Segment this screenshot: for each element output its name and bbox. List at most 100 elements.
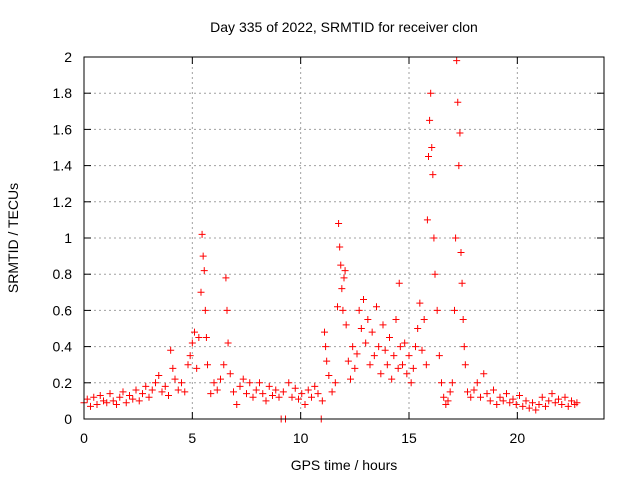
data-point: [243, 390, 250, 398]
data-point: [135, 397, 143, 405]
data-point: [349, 343, 357, 351]
data-point: [155, 372, 163, 380]
data-point: [198, 230, 206, 238]
data-point: [213, 386, 221, 394]
y-tick-label: 0.6: [53, 302, 73, 318]
data-point: [202, 334, 210, 342]
data-point: [233, 401, 241, 409]
y-tick-label: 2: [64, 49, 72, 65]
data-point: [362, 339, 370, 347]
data-point: [210, 379, 218, 387]
data-point: [499, 397, 507, 405]
data-point: [152, 379, 159, 387]
data-point: [407, 379, 415, 387]
data-point: [169, 364, 177, 372]
data-point: [429, 171, 437, 179]
x-tick-label: 10: [293, 430, 309, 446]
y-tick-labels: 0 0.2 0.4 0.6 0.8 1 1.2 1.4 1.6 1.8 2: [53, 49, 73, 427]
data-points: [80, 57, 581, 423]
data-point: [448, 379, 456, 387]
data-point: [392, 315, 400, 323]
y-axis-label: SRMTID / TECUs: [5, 183, 21, 293]
data-point: [353, 350, 361, 358]
data-point: [265, 382, 273, 390]
data-point: [337, 261, 345, 269]
data-point: [461, 361, 469, 369]
data-point: [148, 386, 156, 394]
data-point: [224, 339, 232, 347]
data-point: [220, 361, 228, 369]
data-point: [288, 393, 296, 401]
data-point: [386, 334, 393, 342]
data-point: [103, 399, 111, 407]
data-point: [464, 388, 471, 396]
data-point: [161, 382, 169, 390]
data-point: [342, 321, 350, 329]
data-point: [331, 379, 339, 387]
data-point: [291, 384, 299, 392]
data-point: [561, 393, 569, 401]
data-point: [401, 339, 409, 347]
data-point: [322, 343, 330, 351]
data-point: [409, 364, 417, 372]
data-point: [516, 391, 523, 399]
data-point: [399, 361, 406, 369]
data-point: [116, 393, 124, 401]
data-point: [181, 388, 189, 396]
data-point: [311, 382, 319, 390]
data-point: [167, 346, 175, 354]
data-point: [548, 390, 556, 398]
data-point: [486, 397, 494, 405]
data-point: [555, 395, 562, 403]
data-point: [295, 395, 302, 403]
data-point: [512, 401, 520, 409]
data-point: [388, 375, 396, 383]
x-tick-label: 0: [80, 430, 88, 446]
data-point: [456, 129, 464, 137]
y-tick-label: 1: [64, 230, 72, 246]
x-tick-label: 20: [510, 430, 526, 446]
data-point: [199, 252, 207, 260]
data-point: [444, 397, 452, 405]
data-point: [145, 393, 153, 401]
data-point: [226, 370, 234, 378]
data-point: [395, 279, 403, 287]
data-point: [535, 401, 543, 409]
data-point: [184, 361, 192, 369]
data-point: [336, 243, 344, 251]
data-point: [308, 393, 315, 401]
data-point: [249, 393, 257, 401]
data-point: [174, 386, 182, 394]
data-point: [373, 303, 380, 311]
y-tick-label: 0.8: [53, 266, 73, 282]
data-point: [370, 352, 378, 360]
data-point: [339, 306, 347, 314]
data-point: [480, 370, 488, 378]
data-point: [340, 274, 348, 282]
data-point: [451, 306, 458, 314]
data-point: [129, 395, 137, 403]
data-point: [217, 375, 224, 383]
data-point: [568, 397, 575, 405]
data-point: [431, 270, 439, 278]
data-point: [165, 391, 172, 399]
data-point: [328, 388, 336, 396]
data-point: [272, 386, 280, 394]
data-point: [126, 391, 133, 399]
data-point: [440, 393, 448, 401]
data-point: [473, 379, 481, 387]
data-point: [344, 357, 352, 365]
data-point: [438, 379, 445, 387]
data-point: [335, 220, 343, 228]
data-point: [394, 364, 402, 372]
data-point: [301, 401, 309, 409]
data-point: [483, 390, 491, 398]
data-point: [197, 288, 205, 296]
data-point: [142, 382, 150, 390]
data-point: [122, 399, 130, 407]
data-point: [381, 346, 389, 354]
data-point: [430, 234, 438, 242]
data-point: [470, 386, 478, 394]
data-point: [551, 399, 559, 407]
data-point: [573, 399, 581, 407]
